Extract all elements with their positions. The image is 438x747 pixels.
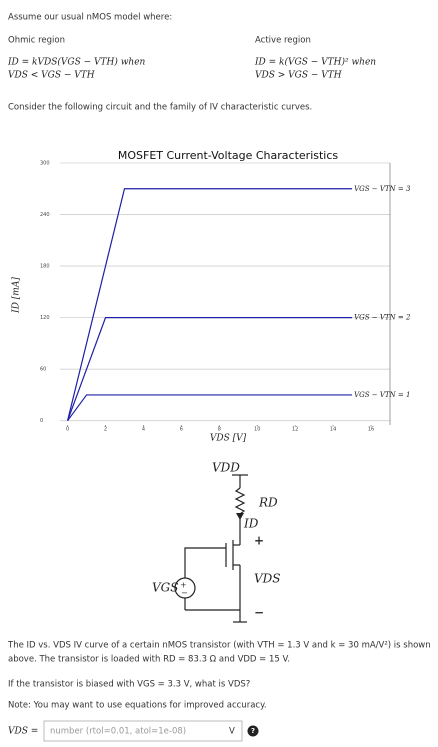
help-mark: ? xyxy=(251,727,255,735)
curve-label: VGS − VTN = 2 xyxy=(354,314,411,322)
x-axis-label: VDS [V] xyxy=(210,434,247,444)
y-tick-label: 0 xyxy=(40,418,43,424)
intro: Assume our usual nMOS model where: xyxy=(8,13,172,23)
plot: 0 60 120 180 240 300 0 2 4 6 8 10 12 14 16 VGS − VTN = … xyxy=(40,161,411,433)
rd-label: RD xyxy=(258,496,278,510)
resistor xyxy=(234,487,246,515)
x-tick-label: 4 xyxy=(142,427,145,433)
curve xyxy=(67,188,353,421)
active-title: Active region xyxy=(255,36,311,46)
y-tick-label: 300 xyxy=(40,161,50,167)
circuit: VDD RD ID + VDS − VGS + − xyxy=(152,461,281,623)
vds-label: VDS xyxy=(254,572,281,586)
y-tick-label: 240 xyxy=(40,212,50,218)
answer-label: VDS = xyxy=(8,727,38,737)
chart-title: MOSFET Current-Voltage Characteristics xyxy=(118,149,339,162)
x-tick-label: 8 xyxy=(218,427,221,433)
x-tick-label: 14 xyxy=(330,427,336,433)
x-tick-label: 10 xyxy=(254,427,260,433)
answer-placeholder: number (rtol=0.01, atol=1e-08) xyxy=(50,727,186,737)
source-minus: − xyxy=(181,589,188,598)
curve xyxy=(67,317,353,421)
y-tick-label: 60 xyxy=(40,367,46,373)
source-plus: + xyxy=(180,581,187,590)
ohmic-condition: VDS < VGS − VTH xyxy=(8,71,95,81)
active-formula: ID = k(VGS − VTH)² when xyxy=(254,57,376,68)
active-condition: VDS > VGS − VTH xyxy=(255,71,342,81)
plus-label: + xyxy=(254,534,264,548)
answer-input[interactable] xyxy=(43,720,243,742)
vdd-label: VDD xyxy=(212,461,240,475)
x-tick-label: 6 xyxy=(180,427,183,433)
y-tick-label: 120 xyxy=(40,315,50,321)
ohmic-title: Ohmic region xyxy=(8,36,65,46)
current-arrow xyxy=(236,513,244,520)
question-text: above. The transistor is loaded with RD … xyxy=(8,655,290,665)
question-text: The ID vs. VDS IV curve of a certain nMO… xyxy=(7,641,431,651)
note: Note: You may want to use equations for … xyxy=(8,701,267,711)
x-tick-label: 12 xyxy=(292,427,298,433)
id-label: ID xyxy=(243,517,259,531)
help-icon[interactable] xyxy=(247,725,259,737)
x-tick-label: 0 xyxy=(66,427,69,433)
vgs-label: VGS xyxy=(152,581,178,595)
minus-label: − xyxy=(254,606,264,620)
consider: Consider the following circuit and the f… xyxy=(8,103,312,113)
unit-label: V xyxy=(229,727,235,737)
x-tick-label: 2 xyxy=(104,427,107,433)
curve-label: VGS − VTN = 3 xyxy=(354,185,411,193)
ohmic-formula: ID = kVDS(VGS − VTH) when xyxy=(7,57,146,68)
curve xyxy=(67,394,353,422)
curve-label: VGS − VTN = 1 xyxy=(354,391,410,399)
question-ask: If the transistor is biased with VGS = 3… xyxy=(8,680,250,690)
y-tick-label: 180 xyxy=(40,264,50,270)
wire xyxy=(184,547,226,578)
x-tick-label: 16 xyxy=(368,427,374,433)
y-axis-label: ID [mA] xyxy=(12,277,22,314)
